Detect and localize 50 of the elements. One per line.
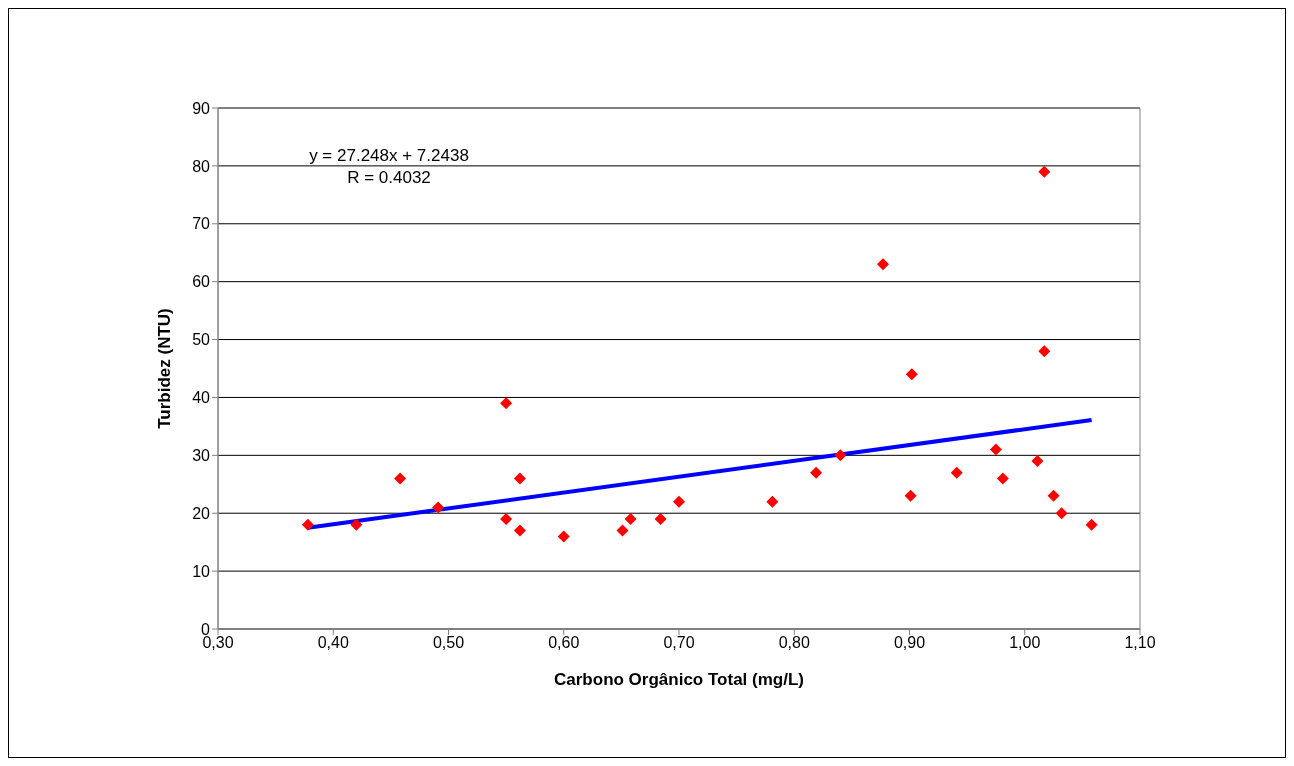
point bbox=[1085, 518, 1098, 531]
y-tick-label: 80 bbox=[192, 157, 211, 175]
y-tick-label: 50 bbox=[192, 331, 211, 349]
x-tick-label: 0,80 bbox=[778, 634, 810, 652]
point bbox=[654, 513, 667, 526]
point bbox=[1047, 489, 1060, 502]
y-tick-label: 20 bbox=[192, 504, 211, 522]
point bbox=[1031, 455, 1044, 468]
point bbox=[1055, 507, 1068, 520]
point bbox=[557, 530, 570, 543]
annotation: y = 27.248x + 7.2438 bbox=[308, 145, 470, 167]
point bbox=[989, 443, 1002, 456]
y-tick-label: 40 bbox=[192, 389, 211, 407]
point bbox=[1038, 165, 1051, 178]
x-tick-label: 1,00 bbox=[1009, 634, 1041, 652]
point bbox=[432, 501, 445, 514]
y-tick-label: 10 bbox=[192, 562, 211, 580]
y-tick-label: 60 bbox=[192, 273, 211, 291]
x-axis-title: Carbono Orgânico Total (mg/L) bbox=[554, 670, 804, 689]
point bbox=[766, 495, 779, 508]
y-axis-title: Turbidez (NTU) bbox=[155, 308, 175, 429]
point bbox=[350, 518, 363, 531]
y-tick-label: 90 bbox=[192, 99, 211, 117]
point bbox=[810, 466, 823, 479]
point bbox=[876, 258, 889, 271]
x-tick-label: 1,10 bbox=[1124, 634, 1156, 652]
point bbox=[394, 472, 407, 485]
x-tick-label: 0,70 bbox=[663, 634, 695, 652]
point bbox=[500, 513, 513, 526]
x-tick-label: 0,30 bbox=[202, 634, 234, 652]
point bbox=[905, 368, 918, 381]
x-tick-label: 0,60 bbox=[548, 634, 580, 652]
x-tick-label: 0,90 bbox=[893, 634, 926, 652]
x-tick-label: 0,50 bbox=[432, 634, 465, 652]
y-tick-label: 70 bbox=[192, 215, 211, 233]
y-tick-label: 30 bbox=[192, 447, 211, 465]
point bbox=[301, 518, 314, 531]
point bbox=[950, 466, 963, 479]
point bbox=[673, 495, 685, 508]
point bbox=[1038, 345, 1051, 358]
point bbox=[513, 524, 526, 537]
x-tick-label: 0,40 bbox=[317, 634, 349, 652]
point bbox=[996, 472, 1009, 485]
point bbox=[500, 397, 513, 410]
point bbox=[513, 472, 526, 485]
point bbox=[616, 524, 629, 537]
point bbox=[834, 449, 847, 462]
point bbox=[624, 513, 637, 526]
annotation: R = 0.4032 bbox=[346, 167, 432, 189]
point bbox=[904, 489, 917, 502]
